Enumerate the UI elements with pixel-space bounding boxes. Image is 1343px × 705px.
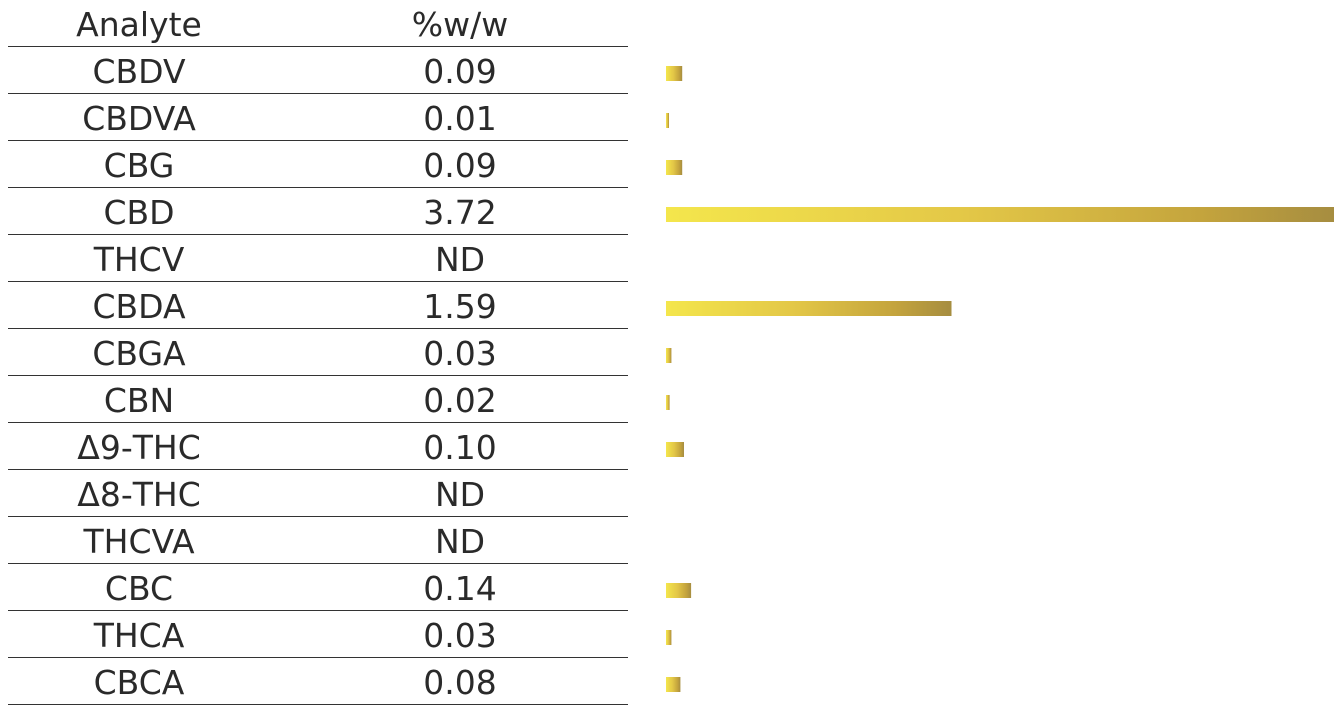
percent-value: 0.02 [423, 381, 497, 420]
bar-cbda [666, 301, 952, 316]
percent-column-header: %w/w [411, 5, 509, 44]
table-row: CBN 0.02 [8, 376, 628, 423]
table-row: CBDA 1.59 [8, 282, 628, 329]
percent-value: 0.01 [423, 99, 497, 138]
analyte-name: CBDV [92, 52, 186, 91]
percent-value: ND [434, 475, 486, 514]
bar-cbd [666, 207, 1334, 222]
percent-value: 3.72 [423, 193, 497, 232]
analyte-name: CBG [103, 146, 175, 185]
analyte-name: CBD [103, 193, 175, 232]
table-body: CBDV 0.09 CBDVA 0.01 CBG 0.09 CBD 3.72 THCV ND CBD… [8, 47, 628, 705]
table-header: Analyte %w/w [8, 0, 628, 47]
table-row: THCA 0.03 [8, 611, 628, 658]
bar--9-thc [666, 442, 684, 457]
percent-value: 0.03 [423, 334, 497, 373]
analyte-name: CBN [103, 381, 175, 420]
table-row: CBG 0.09 [8, 141, 628, 188]
bar-cbdv [666, 66, 683, 81]
analyte-name: THCA [93, 616, 185, 655]
percent-value: 0.14 [423, 569, 497, 608]
analyte-name: CBCA [93, 663, 185, 702]
table-row: CBD 3.72 [8, 188, 628, 235]
analyte-name: Δ8-THC [77, 475, 201, 514]
table-row: CBGA 0.03 [8, 329, 628, 376]
analyte-name: CBDVA [82, 99, 196, 138]
percent-value: 0.09 [423, 146, 497, 185]
analyte-name: CBGA [92, 334, 186, 373]
analyte-name: CBC [104, 569, 174, 608]
percent-value: ND [434, 240, 486, 279]
bar-thca [666, 630, 672, 645]
percent-value: 0.08 [423, 663, 497, 702]
table-row: CBC 0.14 [8, 564, 628, 611]
table-row: Δ8-THC ND [8, 470, 628, 517]
analyte-name: Δ9-THC [77, 428, 201, 467]
percent-value: 0.09 [423, 52, 497, 91]
bar-chart [666, 66, 1334, 692]
bar-cbga [666, 348, 672, 363]
table-row: CBDV 0.09 [8, 47, 628, 94]
analyte-name: CBDA [92, 287, 186, 326]
bar-cbdva [666, 113, 669, 128]
table-row: Δ9-THC 0.10 [8, 423, 628, 470]
table-row: THCVA ND [8, 517, 628, 564]
percent-value: 0.10 [423, 428, 497, 467]
bar-cbg [666, 160, 683, 175]
table-row: CBDVA 0.01 [8, 94, 628, 141]
bar-cbn [666, 395, 670, 410]
percent-value: 0.03 [423, 616, 497, 655]
percent-value: 1.59 [423, 287, 497, 326]
analyte-name: THCVA [83, 522, 195, 561]
table-row: CBCA 0.08 [8, 658, 628, 705]
bar-cbca [666, 677, 681, 692]
table-row: THCV ND [8, 235, 628, 282]
analyte-column-header: Analyte [76, 5, 202, 44]
results-table: Analyte %w/w CBDV 0.09 CBDVA 0.01 CBG 0.09 CBD… [8, 0, 628, 705]
bar-cbc [666, 583, 692, 598]
analyte-name: THCV [93, 240, 185, 279]
percent-value: ND [434, 522, 486, 561]
